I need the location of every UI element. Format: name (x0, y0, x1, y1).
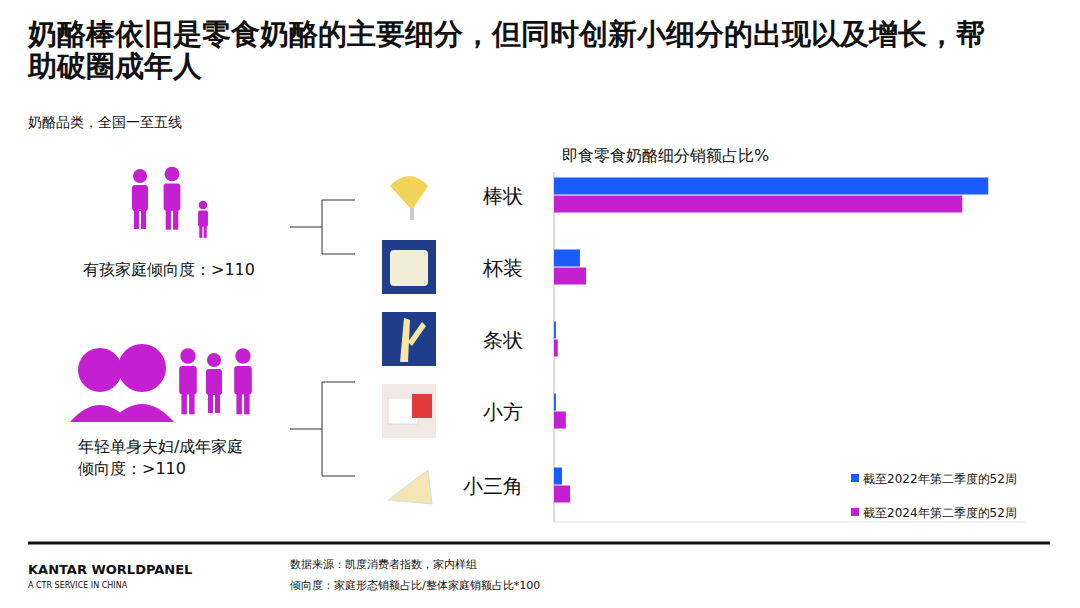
icon-shape (390, 176, 428, 210)
bar (554, 340, 558, 357)
category-label: 杯装 (482, 256, 523, 280)
group-label: 年轻单身夫妇/成年家庭倾向度：>110 (78, 437, 243, 478)
category-label: 棒状 (483, 184, 523, 208)
leg (134, 209, 139, 229)
leg (141, 209, 146, 229)
leg (181, 392, 187, 414)
person-icon (206, 353, 222, 413)
legend-label: 截至2022年第二季度的52周 (863, 472, 1017, 486)
category-label: 条状 (483, 328, 523, 352)
icon-bg (382, 312, 436, 366)
person-icon (132, 169, 148, 229)
group-label: 有孩家庭倾向度：>110 (83, 260, 255, 279)
icon-shape (388, 470, 432, 504)
footnote: 倾向度：家庭形态销额占比/整体家庭销额占比*100 (290, 579, 540, 592)
tagline: A CTR SERVICE IN CHINA (28, 581, 128, 590)
leg (236, 392, 242, 414)
head (78, 348, 122, 392)
icon-bg (382, 458, 436, 512)
bar (554, 268, 586, 285)
legend-swatch (851, 474, 859, 482)
product-icon (382, 168, 436, 222)
legend-swatch (851, 508, 859, 516)
category-label: 小三角 (463, 474, 523, 498)
body (234, 366, 252, 395)
leg (199, 225, 202, 237)
title-line: 助破圈成年人 (27, 49, 203, 83)
product-icon (382, 458, 436, 512)
legend-label: 截至2024年第二季度的52周 (863, 506, 1017, 520)
brand: KANTAR WORLDPANEL (28, 562, 192, 577)
head (133, 169, 147, 183)
page: 奶酪棒依旧是零食奶酪的主要细分，但同时创新小细分的出现以及增长，帮助破圈成年人奶… (0, 0, 1080, 608)
body (206, 369, 222, 395)
group-label-line: 年轻单身夫妇/成年家庭 (78, 437, 243, 456)
person-icon (198, 201, 208, 238)
bar (554, 412, 566, 429)
icon-shape (410, 208, 414, 220)
head (118, 344, 166, 392)
footer-rule (28, 542, 1050, 545)
icon-shape (400, 318, 410, 362)
head (207, 353, 221, 367)
leg (204, 225, 207, 237)
bar (554, 250, 580, 267)
bar (554, 178, 988, 195)
icon-bg (382, 168, 436, 222)
body (164, 183, 181, 210)
icon-shape (408, 322, 426, 346)
product-icon (382, 240, 436, 294)
subtitle: 奶酪品类，全国一至五线 (28, 114, 182, 130)
bar (554, 394, 556, 411)
bracket (290, 200, 355, 254)
title: 奶酪棒依旧是零食奶酪的主要细分，但同时创新小细分的出现以及增长，帮助破圈成年人 (27, 17, 985, 83)
leg (166, 209, 171, 230)
leg (244, 392, 250, 414)
bars (554, 178, 988, 503)
axis-title: 即食零食奶酪细分销额占比% (562, 146, 769, 165)
body (132, 185, 148, 211)
bracket (290, 382, 355, 476)
bar (554, 468, 562, 485)
person-icon (234, 348, 252, 414)
group-label-line: 有孩家庭倾向度：>110 (83, 260, 255, 279)
leg (208, 393, 213, 413)
person-icon (179, 348, 197, 414)
source-note: 数据来源：凯度消费者指数，家内样组 (290, 558, 477, 571)
body (198, 211, 208, 227)
body (179, 366, 197, 395)
group-label-line: 倾向度：>110 (78, 459, 186, 478)
head (235, 348, 250, 363)
category-label: 小方 (483, 400, 523, 424)
head (199, 201, 208, 210)
body (110, 404, 174, 422)
icon-bg (382, 240, 436, 294)
person-icon (164, 167, 181, 230)
bar (554, 196, 962, 213)
bar (554, 486, 570, 503)
product-icon (382, 312, 436, 366)
axis-line-x (554, 522, 1026, 523)
icon-bg (382, 384, 436, 438)
bar (554, 322, 556, 339)
leg (215, 393, 220, 413)
icon-shape (390, 250, 428, 286)
title-line: 奶酪棒依旧是零食奶酪的主要细分，但同时创新小细分的出现以及增长，帮 (27, 17, 985, 51)
icon-shape (412, 394, 432, 418)
leg (189, 392, 195, 414)
head (165, 167, 180, 182)
head (180, 348, 195, 363)
product-icon (382, 384, 436, 438)
leg (173, 209, 178, 230)
